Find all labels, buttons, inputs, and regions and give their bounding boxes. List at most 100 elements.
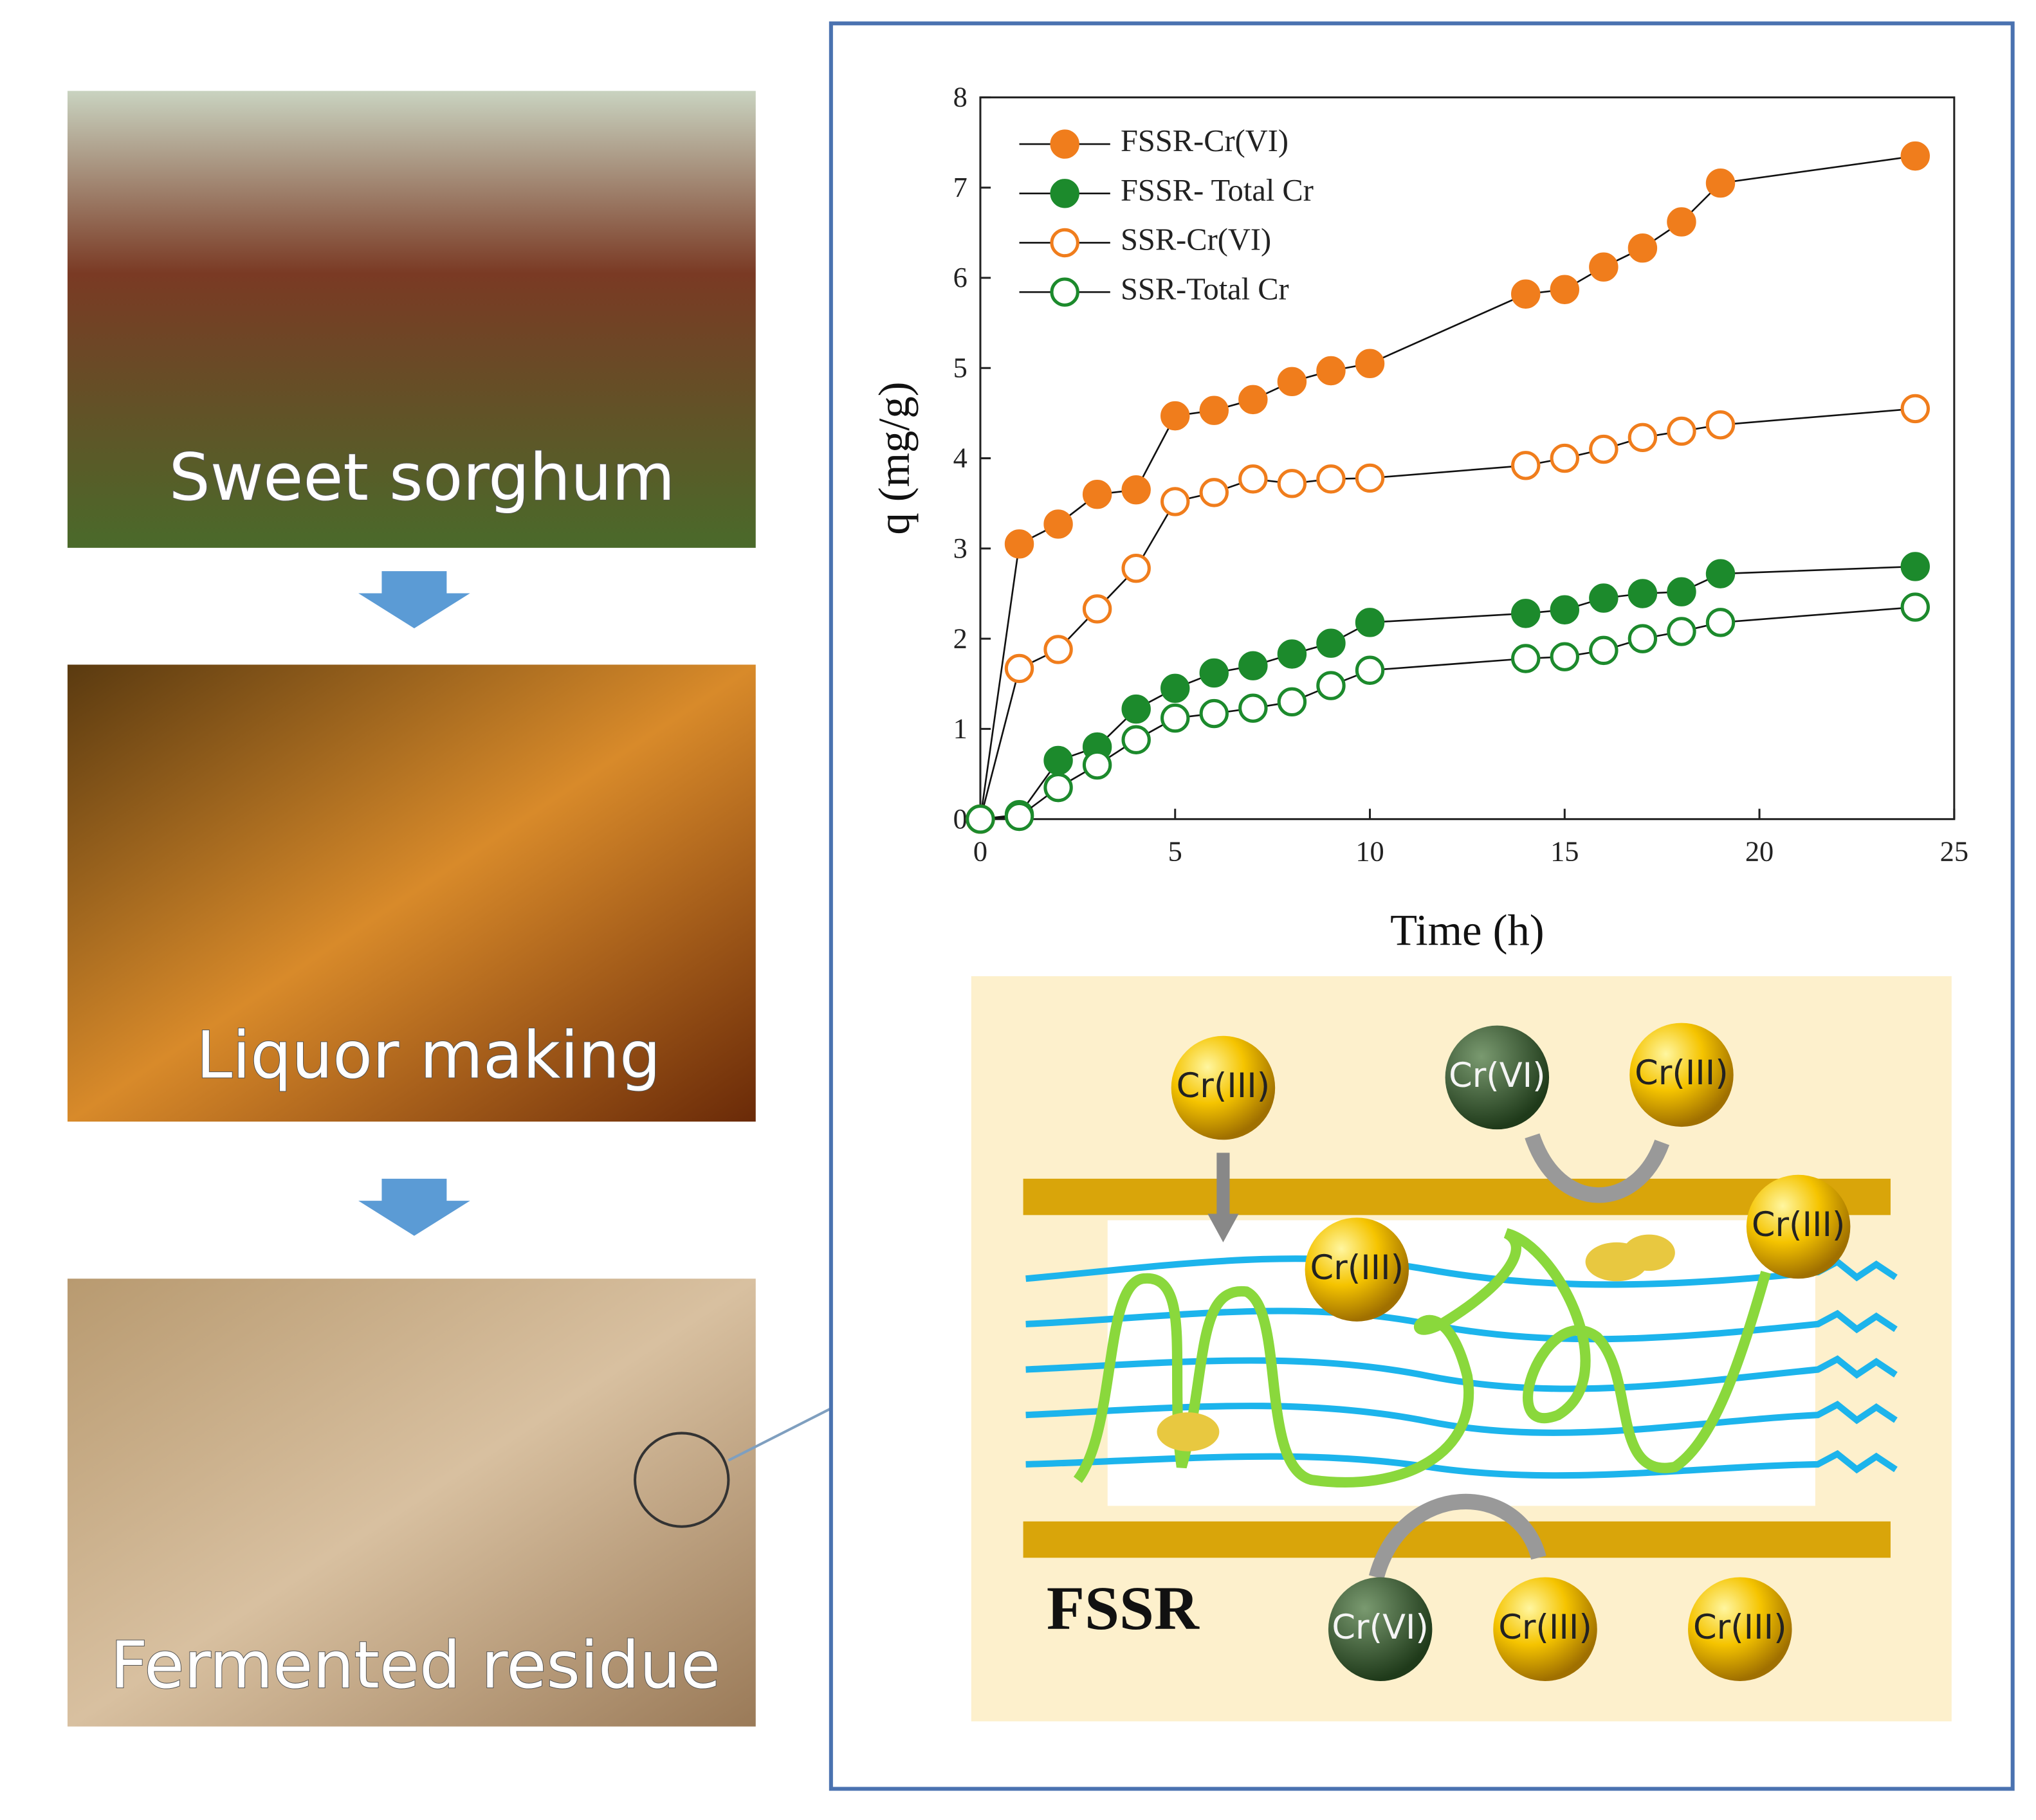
data-point — [1121, 694, 1151, 724]
data-point — [1238, 464, 1268, 494]
legend-label: SSR-Total Cr — [1121, 272, 1289, 306]
y-tick-label: 0 — [953, 803, 968, 835]
data-point — [1589, 434, 1619, 464]
data-point — [1355, 608, 1385, 637]
data-point — [1628, 624, 1658, 653]
data-point — [1277, 469, 1307, 498]
series-line — [979, 408, 1916, 820]
frame — [829, 21, 2015, 1791]
flow-arrow — [1525, 1133, 1670, 1203]
series-line — [980, 606, 1916, 821]
data-point — [1550, 443, 1579, 473]
data-point — [1511, 599, 1541, 628]
legend-marker — [1050, 277, 1079, 307]
data-point — [1667, 577, 1696, 606]
data-point — [1900, 394, 1930, 424]
legend-marker — [1050, 129, 1079, 159]
x-tick-label: 5 — [1168, 835, 1182, 867]
data-point — [1004, 529, 1034, 559]
ion — [1171, 1035, 1276, 1140]
data-point — [1004, 653, 1034, 684]
data-point — [1316, 356, 1346, 386]
layer — [1023, 1178, 1891, 1215]
diagram-label: FSSR — [1047, 1574, 1200, 1643]
data-point — [1199, 658, 1229, 688]
ion-label: Cr(III) — [1635, 1053, 1729, 1093]
data-point — [1238, 651, 1268, 680]
data-point — [1589, 635, 1619, 666]
data-point — [1238, 693, 1268, 723]
particle — [1157, 1412, 1220, 1451]
photo-liquor — [67, 664, 756, 1122]
ion-label: Cr(III) — [1693, 1608, 1787, 1647]
legend-label: SSR-Cr(VI) — [1121, 223, 1271, 257]
ion — [1688, 1577, 1792, 1681]
data-point — [1160, 487, 1190, 516]
data-point — [1316, 464, 1346, 494]
connector — [728, 1407, 832, 1462]
ion-label: Cr(VI) — [1449, 1056, 1546, 1095]
ion — [1328, 1577, 1433, 1681]
panel-label: Liquor making — [196, 1017, 661, 1093]
data-point — [1667, 617, 1696, 646]
photo-sorghum — [67, 91, 756, 548]
y-tick-label: 6 — [953, 261, 968, 293]
data-point — [1043, 745, 1073, 776]
data-point — [1277, 687, 1307, 717]
data-point — [1316, 628, 1346, 658]
x-tick-label: 20 — [1745, 835, 1774, 867]
data-point — [1628, 579, 1658, 608]
data-point — [1121, 554, 1151, 583]
y-axis-label: q (mg/g) — [870, 381, 919, 534]
ion-label: Cr(III) — [1752, 1205, 1846, 1244]
data-point — [1316, 671, 1346, 700]
data-point — [1705, 410, 1736, 440]
ion-label: Cr(III) — [1310, 1248, 1404, 1288]
data-point — [1082, 750, 1112, 780]
data-point — [966, 804, 995, 834]
ion — [1629, 1023, 1734, 1127]
data-point — [1511, 279, 1541, 309]
legend-marker — [1050, 228, 1079, 258]
series-line — [980, 565, 1916, 821]
data-point — [1550, 275, 1579, 304]
data-point — [1355, 655, 1385, 685]
arrow — [358, 1178, 470, 1236]
x-tick-label: 15 — [1550, 835, 1579, 867]
legend-label: FSSR- Total Cr — [1121, 174, 1314, 208]
legend-marker — [1050, 179, 1079, 208]
data-point — [1628, 233, 1658, 263]
ion-label: Cr(III) — [1498, 1608, 1592, 1647]
data-point — [1705, 608, 1736, 637]
particle — [1623, 1234, 1675, 1271]
data-point — [1355, 463, 1385, 493]
data-point — [1550, 595, 1579, 624]
y-tick-label: 2 — [953, 622, 968, 654]
data-point — [1160, 401, 1190, 431]
data-point — [1589, 252, 1619, 282]
data-point — [1511, 451, 1541, 480]
data-point — [1550, 642, 1579, 671]
data-point — [1355, 349, 1385, 378]
x-tick-label: 0 — [973, 835, 987, 867]
panel-label: Sweet sorghum — [169, 439, 675, 515]
data-point — [1004, 801, 1034, 832]
ion — [1305, 1217, 1409, 1322]
data-point — [1238, 385, 1268, 415]
data-point — [1628, 423, 1658, 453]
zoom-circle — [634, 1432, 730, 1528]
y-tick-label: 4 — [953, 442, 968, 474]
chart: Time (h) q (mg/g) 0 1 2 3 4 5 6 7 8 0 5 10 15 20 25 FSS… — [870, 81, 1968, 955]
data-point — [1705, 168, 1736, 198]
data-point — [1043, 772, 1073, 803]
x-axis-label: Time (h) — [1390, 905, 1545, 954]
y-tick-label: 1 — [953, 713, 968, 745]
data-point — [1667, 416, 1696, 446]
data-point — [1121, 475, 1151, 505]
data-point — [1160, 673, 1190, 703]
data-point — [1589, 583, 1619, 613]
data-point — [1900, 552, 1930, 581]
data-point — [1043, 509, 1073, 539]
y-tick-label: 3 — [953, 532, 968, 564]
x-tick-label: 25 — [1940, 835, 1968, 867]
